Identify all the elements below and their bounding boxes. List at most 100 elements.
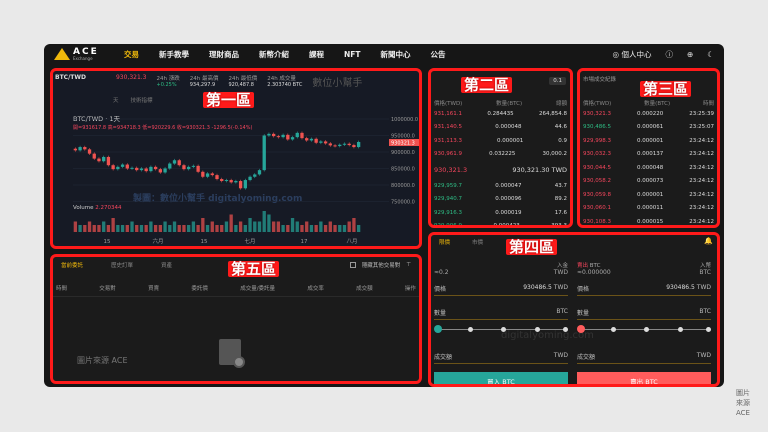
candle-body	[73, 148, 78, 151]
candle-body	[191, 165, 196, 167]
volume-bar	[144, 225, 148, 232]
bid-row[interactable]: 929,940.7 0.000096 89.2	[434, 196, 567, 203]
candle-body	[116, 166, 120, 170]
candle-body	[97, 158, 101, 162]
nav-item-announcements[interactable]: 公告	[430, 49, 446, 59]
buy-price-input[interactable]: 價格 930486.5 TWD	[434, 282, 568, 296]
volume-bar	[286, 225, 290, 232]
ask-row[interactable]: 931,113.3 0.000001 0.9	[434, 137, 567, 144]
trades-title: 市場成交紀錄	[583, 77, 617, 83]
candle-body	[87, 149, 92, 154]
ace-logo[interactable]: ACE Exchange	[54, 47, 104, 61]
buy-amount-slider[interactable]	[434, 324, 568, 334]
bid-row[interactable]: 929,959.7 0.000047 43.7	[434, 182, 567, 189]
orders-column-header: 成交量/委託量	[240, 286, 276, 292]
zone-label-4: 第四區	[506, 239, 558, 255]
volume-bar	[130, 221, 134, 232]
help-icon[interactable]: ⓘ	[665, 49, 673, 59]
x-tick-label: 15	[201, 239, 208, 245]
buy-quantity-input[interactable]: 數量 BTC	[434, 306, 568, 320]
candle-body	[262, 135, 266, 171]
candle-body	[281, 134, 285, 138]
tab-order-history[interactable]: 歷史訂單	[111, 263, 134, 269]
order-form-panel: 第四區 限價 市價 🔔 digitalyoming.com 入金 ≈0.2 TWD…	[428, 232, 720, 387]
filter-icon[interactable]: ⊤	[406, 262, 411, 268]
buy-total-input[interactable]: 成交額 TWD	[434, 350, 568, 364]
sell-amount-slider[interactable]	[577, 324, 711, 334]
deposit-link[interactable]: 入金	[556, 263, 568, 269]
bid-row[interactable]: 929,906.9 0.000423 393.3	[434, 223, 567, 228]
volume-bar	[356, 225, 361, 232]
candle-body	[309, 138, 314, 141]
candle-body	[243, 180, 247, 189]
candle-body	[333, 145, 337, 147]
volume-bar	[125, 225, 129, 232]
image-credit: 圖片來源ACE	[736, 389, 750, 417]
candle-body	[163, 168, 167, 173]
deposit-coin-link[interactable]: 入幣	[699, 263, 711, 269]
moon-icon[interactable]: ☾	[707, 49, 714, 59]
ask-row[interactable]: 930,961.9 0.032225 30,000.2	[434, 151, 567, 158]
tab-assets[interactable]: 資產	[161, 263, 173, 269]
volume-bar	[87, 221, 92, 232]
current-price-label: 930321.3	[391, 140, 415, 146]
candle-body	[319, 141, 323, 143]
volume-bar	[267, 214, 271, 232]
interval-button[interactable]: 天	[113, 98, 119, 104]
nav-item-trade[interactable]: 交易	[124, 49, 139, 59]
bid-row[interactable]: 929,916.3 0.000019 17.6	[434, 209, 567, 216]
zone-label-1: 第一區	[203, 92, 255, 108]
candle-body	[267, 133, 271, 136]
candle-body	[286, 134, 290, 140]
nav-item-finance[interactable]: 理財商品	[209, 49, 239, 59]
current-price-marker	[389, 138, 419, 146]
ask-row[interactable]: 931,161.1 0.284435 264,854.8	[434, 110, 567, 117]
form-watermark: digitalyoming.com	[501, 330, 594, 341]
tab-market[interactable]: 市價	[472, 240, 484, 246]
candle-body	[352, 145, 356, 148]
candlestick-chart[interactable]: 1000000.0 950000.0 900000.0 850000.0 800000.…	[53, 71, 422, 249]
x-tick-label: 八月	[346, 238, 357, 245]
volume-bar	[333, 225, 337, 232]
candle-body	[78, 147, 82, 151]
trade-row: 930,044.5 0.000048 23:24:12	[583, 164, 714, 171]
top-nav: ACE Exchange 交易 新手教學 理財商品 新幣介紹 課程 NFT 新聞中…	[44, 44, 724, 64]
candle-body	[106, 156, 111, 166]
nav-item-news[interactable]: 新聞中心	[380, 49, 411, 59]
volume-bar	[352, 218, 356, 232]
last-price: 930,321.3	[115, 74, 147, 81]
ask-row[interactable]: 931,140.5 0.000048 44.6	[434, 124, 567, 131]
depth-step-select[interactable]: 0.1	[549, 77, 566, 85]
volume-bar	[73, 221, 78, 232]
candle-body	[338, 144, 342, 147]
candle-body	[347, 143, 351, 146]
sell-quantity-input[interactable]: 數量 BTC	[577, 306, 711, 320]
pair-selector[interactable]: BTC/TWD	[55, 74, 86, 81]
candle-body	[144, 168, 148, 172]
sell-total-input[interactable]: 成交額 TWD	[577, 350, 711, 364]
nav-item-nft[interactable]: NFT	[344, 49, 361, 59]
volume-bar	[342, 225, 347, 232]
sell-button[interactable]: 賣出 BTC	[577, 372, 711, 384]
buy-button[interactable]: 買入 BTC	[434, 372, 568, 384]
candle-body	[205, 173, 210, 177]
globe-icon[interactable]: ⊕	[686, 49, 694, 59]
trade-row: 929,998.3 0.000001 23:24:12	[583, 137, 714, 144]
trade-row: 930,058.2 0.000073 23:24:12	[583, 178, 714, 185]
sell-price-input[interactable]: 價格 930486.5 TWD	[577, 282, 711, 296]
hide-others-checkbox[interactable]	[349, 262, 356, 268]
tab-open-orders[interactable]: 當前委託	[61, 263, 84, 269]
orders-watermark: 圖片來源 ACE	[77, 356, 128, 365]
bell-icon[interactable]: 🔔	[704, 237, 713, 245]
candle-body	[149, 166, 153, 172]
user-center-link[interactable]: ◎ 個人中心	[612, 49, 652, 59]
candle-body	[182, 165, 186, 170]
candle-body	[196, 165, 200, 172]
exchange-app: ACE Exchange 交易 新手教學 理財商品 新幣介紹 課程 NFT 新聞中…	[44, 44, 724, 387]
tab-limit[interactable]: 限價	[439, 240, 451, 246]
nav-item-courses[interactable]: 課程	[309, 49, 324, 59]
brand-subtitle: Exchange	[73, 55, 93, 61]
nav-item-tutorial[interactable]: 新手教學	[159, 49, 189, 59]
nav-item-new-coins[interactable]: 新幣介紹	[259, 49, 289, 59]
indicators-button[interactable]: 技術指標	[130, 98, 153, 104]
